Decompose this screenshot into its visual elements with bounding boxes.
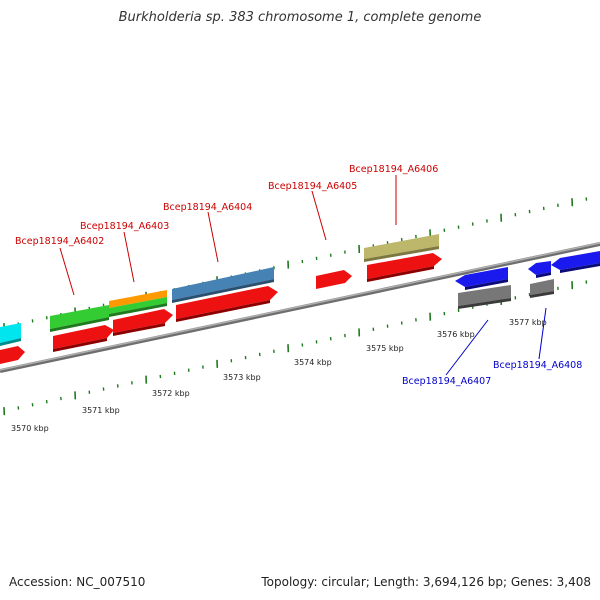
- cds-arrow[interactable]: [367, 253, 442, 279]
- gene-label-a6403[interactable]: Bcep18194_A6403: [80, 221, 169, 232]
- tick-label-3573: 3573 kbp: [223, 373, 261, 382]
- gene-a6403-green[interactable]: [109, 297, 167, 314]
- gene-labels: Bcep18194_A6402 Bcep18194_A6403 Bcep1819…: [15, 164, 582, 387]
- cds-arrow[interactable]: [53, 325, 114, 349]
- gene-label-a6405[interactable]: Bcep18194_A6405: [268, 181, 357, 192]
- gene-a6408[interactable]: [528, 261, 551, 275]
- gene-track: [0, 234, 600, 346]
- gene-label-a6407[interactable]: Bcep18194_A6407: [402, 376, 491, 387]
- gene-label-a6408[interactable]: Bcep18194_A6408: [493, 360, 582, 371]
- tick-label-3570: 3570 kbp: [11, 424, 49, 433]
- tick-labels: 3570 kbp 3571 kbp 3572 kbp 3573 kbp 3574…: [11, 318, 547, 433]
- gene-cyan[interactable]: [0, 323, 21, 343]
- label-leaders-red: [59, 175, 397, 296]
- cds-arrow[interactable]: [113, 309, 173, 333]
- tick-label-3577: 3577 kbp: [509, 318, 547, 327]
- cds-arrow[interactable]: [176, 286, 278, 319]
- gene-label-a6404[interactable]: Bcep18194_A6404: [163, 202, 252, 213]
- map-title: Burkholderia sp. 383 chromosome 1, compl…: [118, 10, 482, 25]
- gene-a6407[interactable]: [455, 267, 508, 287]
- cds-arrow[interactable]: [316, 270, 352, 289]
- gene-a6406[interactable]: [364, 234, 439, 259]
- cds-arrow[interactable]: [0, 346, 25, 364]
- gene-blue-right[interactable]: [551, 251, 600, 270]
- cds-track: [0, 253, 442, 364]
- genome-stats-text: Topology: circular; Length: 3,694,126 bp…: [261, 575, 591, 589]
- genome-backbone: [0, 242, 600, 373]
- tick-label-3572: 3572 kbp: [152, 389, 190, 398]
- tick-label-3575: 3575 kbp: [366, 344, 404, 353]
- gene-a6403-orange[interactable]: [109, 290, 167, 308]
- gene-gray-a6408[interactable]: [530, 279, 554, 295]
- tick-label-3571: 3571 kbp: [82, 406, 120, 415]
- label-leaders-blue: [445, 307, 547, 376]
- inner-tick-track: [3, 280, 588, 416]
- gene-a6404[interactable]: [172, 267, 274, 300]
- tick-label-3574: 3574 kbp: [294, 358, 332, 367]
- accession-text: Accession: NC_007510: [9, 575, 146, 589]
- tick-label-3576: 3576 kbp: [437, 330, 475, 339]
- gene-label-a6402[interactable]: Bcep18194_A6402: [15, 236, 104, 247]
- gene-gray-a6407[interactable]: [458, 285, 511, 306]
- gene-label-a6406[interactable]: Bcep18194_A6406: [349, 164, 438, 175]
- gene-a6402[interactable]: [50, 305, 109, 329]
